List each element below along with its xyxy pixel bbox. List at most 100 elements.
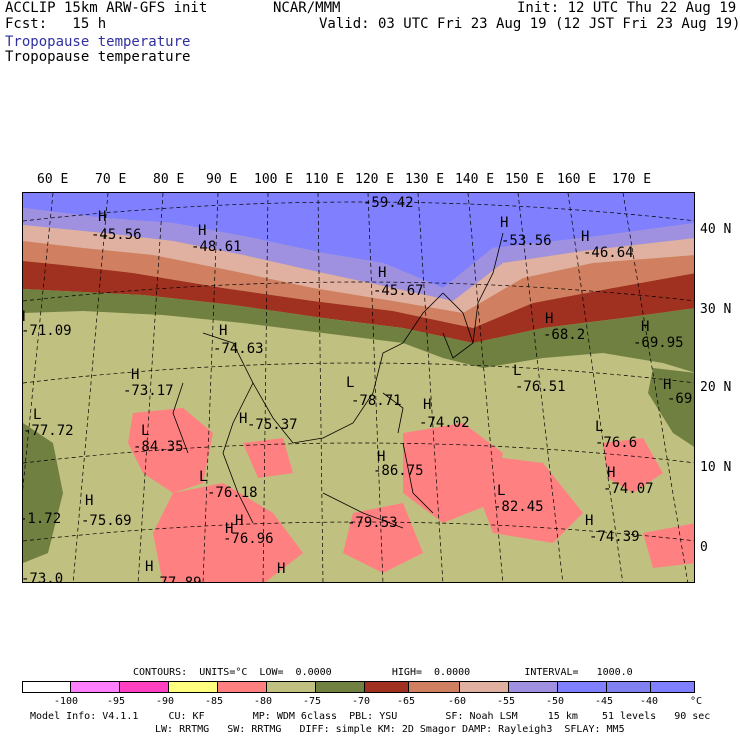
pink-blob-2 xyxy=(153,483,303,582)
header-forecast-hour: Fcst: 15 h xyxy=(5,16,107,32)
color-bar-label: -90 xyxy=(156,696,175,707)
pink-blob-5 xyxy=(343,503,423,573)
hl-marker: L xyxy=(33,407,42,423)
lon-label: 80 E xyxy=(153,172,185,187)
lat-label: 10 N xyxy=(700,460,732,475)
lat-label: 0 xyxy=(700,540,708,555)
band-olive-west xyxy=(23,423,63,563)
hl-marker: H xyxy=(663,377,672,393)
band-lavender xyxy=(23,208,694,301)
band-darkred xyxy=(23,261,694,343)
hl-value: -69.95 xyxy=(633,335,684,351)
hl-value: -73.0 xyxy=(22,571,64,583)
color-bar-swatch xyxy=(315,681,365,693)
model-info-line2: LW: RRTMG SW: RRTMG DIFF: simple KM: 2D … xyxy=(155,724,625,735)
hl-value: -45.67 xyxy=(373,283,424,299)
hl-value: -77.72 xyxy=(23,423,74,439)
color-bar-swatch xyxy=(70,681,120,693)
hl-marker: H xyxy=(585,513,594,529)
lat-label: 40 N xyxy=(700,222,732,237)
hl-marker: H xyxy=(378,265,387,281)
hl-marker: H xyxy=(219,323,228,339)
band-blue-top xyxy=(23,193,694,288)
tropopause-temperature-map: H -45.56 H -48.61 -59.42 H -53.56 H -46.… xyxy=(22,192,695,583)
lon-label: 110 E xyxy=(305,172,345,187)
coastlines xyxy=(172,232,504,529)
header-model-title: ACCLIP 15km ARW-GFS init xyxy=(5,0,208,16)
lon-label: 150 E xyxy=(505,172,545,187)
color-bar-swatch xyxy=(266,681,316,693)
hl-value: -48.61 xyxy=(191,239,242,255)
pink-blob-3 xyxy=(403,423,503,523)
hl-value: -53.56 xyxy=(501,233,552,249)
band-olive xyxy=(23,289,694,373)
lon-label: 60 E xyxy=(37,172,69,187)
hl-value: -74.63 xyxy=(213,341,264,357)
hl-value: -75.37 xyxy=(247,417,298,433)
header-valid-time: Valid: 03 UTC Fri 23 Aug 19 (12 JST Fri … xyxy=(319,16,740,32)
color-bar-label: -80 xyxy=(254,696,273,707)
hl-marker: H xyxy=(145,559,154,575)
hl-value: -76.18 xyxy=(207,485,258,501)
hl-marker: H xyxy=(235,513,244,529)
lat-label: 30 N xyxy=(700,302,732,317)
hl-marker: H xyxy=(23,309,25,325)
hl-value: -75.69 xyxy=(81,513,132,529)
field-title-blue: Tropopause temperature xyxy=(5,34,191,50)
map-fill xyxy=(23,193,694,582)
hl-value: -86.75 xyxy=(373,463,424,479)
color-bar-label: -40 xyxy=(640,696,659,707)
hl-value: -1.72 xyxy=(22,511,62,527)
hl-marker: H xyxy=(198,223,207,239)
hl-value: -74.39 xyxy=(589,529,640,545)
hl-value: -46.64 xyxy=(583,245,634,261)
hl-value: -79.53 xyxy=(347,515,398,531)
lon-label: 170 E xyxy=(612,172,652,187)
hl-marker: H xyxy=(131,367,140,383)
hl-marker: H xyxy=(581,229,590,245)
hl-marker: H xyxy=(239,411,248,427)
color-bar-swatch xyxy=(168,681,218,693)
hl-value: -76.51 xyxy=(515,379,566,395)
color-bar-swatch xyxy=(22,681,71,693)
hl-marker: H xyxy=(500,215,509,231)
model-info-line1: Model Info: V4.1.1 CU: KF MP: WDM 6class… xyxy=(30,711,711,722)
lon-label: 140 E xyxy=(455,172,495,187)
header-init-time: Init: 12 UTC Thu 22 Aug 19 xyxy=(517,0,737,16)
color-bar-unit: °C xyxy=(690,696,703,707)
color-bar-swatch xyxy=(408,681,460,693)
hl-marker: H xyxy=(98,209,107,225)
hl-value: -76.96 xyxy=(223,531,274,547)
lon-label: 160 E xyxy=(557,172,597,187)
hl-value: -59.42 xyxy=(363,195,414,211)
hl-value: -68.2 xyxy=(543,327,586,343)
hl-value: -45.56 xyxy=(91,227,142,243)
lon-label: 100 E xyxy=(254,172,294,187)
lat-label: 20 N xyxy=(700,380,732,395)
hl-value: -74.07 xyxy=(603,481,654,497)
hl-value: -73.17 xyxy=(123,383,174,399)
hl-value: -76.6 xyxy=(595,435,638,451)
color-bar-label: -65 xyxy=(397,696,416,707)
hl-marker: H xyxy=(377,449,386,465)
hl-value: -82.45 xyxy=(493,499,544,515)
graticule xyxy=(23,193,694,582)
field-title-black: Tropopause temperature xyxy=(5,49,191,65)
hl-value: -77.89 xyxy=(151,575,202,583)
color-bar-swatch xyxy=(459,681,509,693)
hl-marker: H xyxy=(423,397,432,413)
hl-marker: H xyxy=(607,465,616,481)
color-bar-label: -75 xyxy=(303,696,322,707)
color-bar-label: -85 xyxy=(205,696,224,707)
lon-label: 130 E xyxy=(405,172,445,187)
color-bar-swatch xyxy=(119,681,169,693)
pink-blob-8 xyxy=(643,523,694,568)
color-bar-label: -60 xyxy=(448,696,467,707)
color-bar-label: -50 xyxy=(546,696,565,707)
color-bar-swatch xyxy=(217,681,267,693)
hl-value: -74.02 xyxy=(419,415,470,431)
color-bar-swatch xyxy=(606,681,651,693)
color-bar-label: -70 xyxy=(352,696,371,707)
color-bar-swatch xyxy=(364,681,409,693)
color-bar-label: -100 xyxy=(54,696,79,707)
